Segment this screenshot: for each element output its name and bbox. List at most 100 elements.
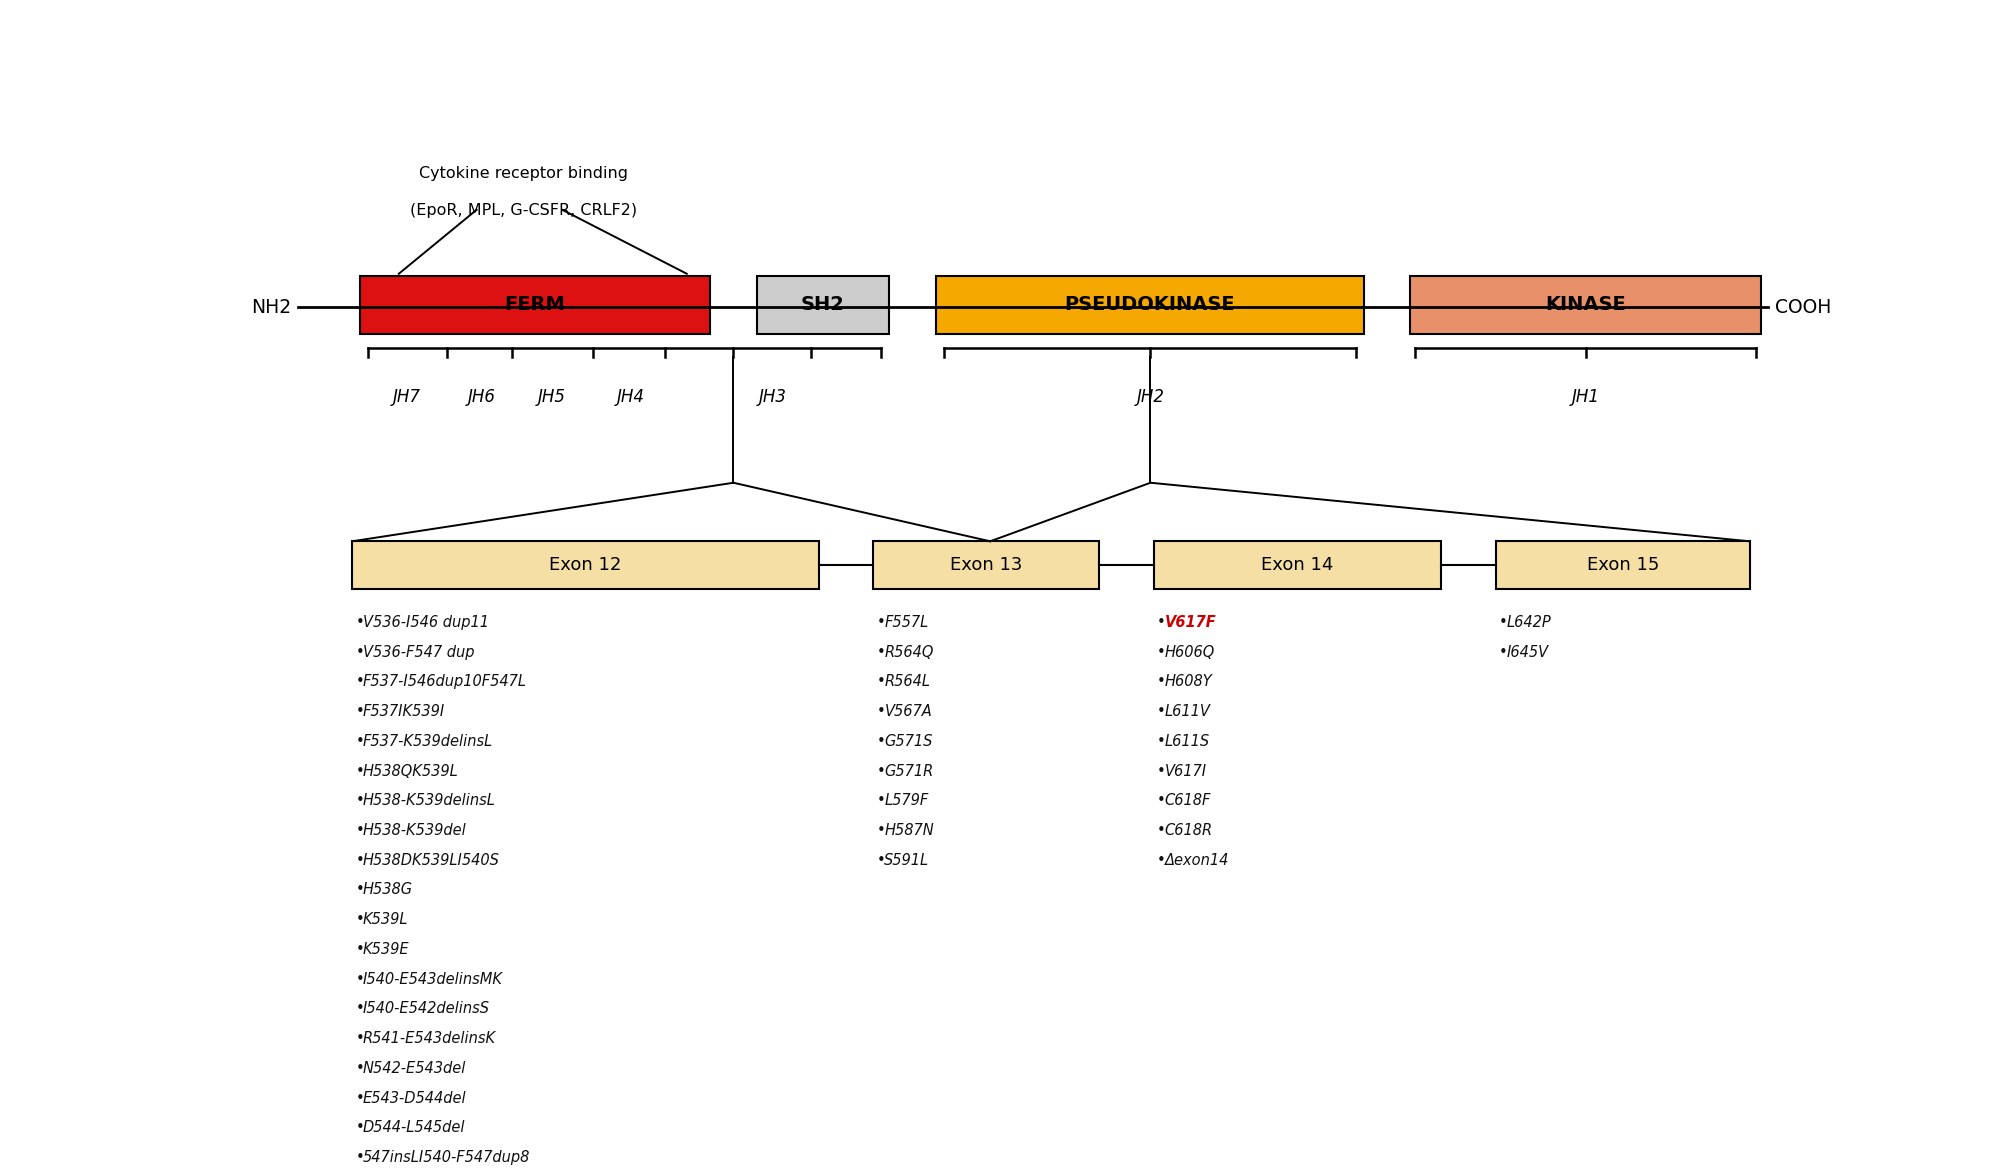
Text: NH2: NH2 [251,297,291,317]
Text: G571R: G571R [883,764,933,778]
Text: H538-K539del: H538-K539del [363,823,466,838]
Text: JH5: JH5 [538,388,566,406]
Text: •: • [877,853,885,868]
Text: E543-D544del: E543-D544del [363,1090,466,1106]
Text: F537-I546dup10F547L: F537-I546dup10F547L [363,674,526,689]
Text: •: • [355,764,363,778]
Text: •: • [1156,704,1164,720]
Text: JH4: JH4 [616,388,644,406]
Text: JH1: JH1 [1571,388,1600,406]
Text: L579F: L579F [883,793,927,808]
Text: H606Q: H606Q [1164,645,1214,660]
Text: V536-I546 dup11: V536-I546 dup11 [363,615,490,629]
Text: JH2: JH2 [1136,388,1164,406]
Text: •: • [355,1090,363,1106]
Bar [935,276,1363,335]
Text: •: • [1156,764,1164,778]
Text: Exon 14: Exon 14 [1260,556,1333,574]
Bar [1409,276,1760,335]
Text: •: • [877,793,885,808]
Text: F537IK539I: F537IK539I [363,704,446,720]
Text: H538-K539delinsL: H538-K539delinsL [363,793,496,808]
Text: V617I: V617I [1164,764,1206,778]
Text: •: • [355,1061,363,1076]
Text: •: • [1156,793,1164,808]
Text: •: • [877,764,885,778]
Text: G571S: G571S [883,734,933,749]
Text: H587N: H587N [883,823,933,838]
Text: •: • [355,913,363,927]
Text: •: • [877,674,885,689]
Text: L611S: L611S [1164,734,1208,749]
Text: JH6: JH6 [468,388,496,406]
Text: •: • [1156,853,1164,868]
Text: JH7: JH7 [393,388,419,406]
Text: •: • [1156,734,1164,749]
Text: •: • [355,704,363,720]
Text: F537-K539delinsL: F537-K539delinsL [363,734,494,749]
Text: L642P: L642P [1505,615,1551,629]
Text: 547insLI540-F547dup8: 547insLI540-F547dup8 [363,1150,530,1165]
Text: •: • [877,615,885,629]
Text: V617F: V617F [1164,615,1216,629]
Text: PSEUDOKINASE: PSEUDOKINASE [1064,295,1234,315]
Text: I540-E542delinsS: I540-E542delinsS [363,1002,490,1017]
Text: •: • [1499,645,1507,660]
Text: •: • [355,971,363,986]
Text: Exon 12: Exon 12 [550,556,622,574]
Text: •: • [355,734,363,749]
Text: F557L: F557L [883,615,927,629]
Text: •: • [355,1150,363,1165]
Text: H538DK539LI540S: H538DK539LI540S [363,853,500,868]
Text: R541-E543delinsK: R541-E543delinsK [363,1031,496,1046]
Text: •: • [355,645,363,660]
Text: COOH: COOH [1774,297,1830,317]
Text: •: • [355,942,363,957]
Text: •: • [355,1031,363,1046]
Text: KINASE: KINASE [1543,295,1626,315]
Text: R564L: R564L [883,674,929,689]
Text: K539E: K539E [363,942,409,957]
Text: •: • [1156,645,1164,660]
Text: Δexon14: Δexon14 [1164,853,1228,868]
Text: S591L: S591L [883,853,929,868]
Text: •: • [355,882,363,897]
Text: •: • [355,823,363,838]
Text: H538QK539L: H538QK539L [363,764,458,778]
Text: •: • [355,615,363,629]
Bar [1152,542,1441,589]
Bar [351,542,819,589]
Text: I540-E543delinsMK: I540-E543delinsMK [363,971,504,986]
Bar [757,276,889,335]
Text: •: • [355,1002,363,1017]
Text: FERM: FERM [504,295,566,315]
Text: •: • [355,1121,363,1135]
Text: (EpoR, MPL, G-CSFR, CRLF2): (EpoR, MPL, G-CSFR, CRLF2) [409,204,636,219]
Text: •: • [877,645,885,660]
Text: •: • [877,823,885,838]
Text: •: • [355,853,363,868]
Text: •: • [355,674,363,689]
Text: H538G: H538G [363,882,413,897]
Text: Cytokine receptor binding: Cytokine receptor binding [419,166,628,181]
Text: Exon 13: Exon 13 [949,556,1022,574]
Text: V536-F547 dup: V536-F547 dup [363,645,474,660]
Text: •: • [877,704,885,720]
Text: JH3: JH3 [759,388,787,406]
Text: SH2: SH2 [801,295,845,315]
Text: •: • [1499,615,1507,629]
Text: •: • [1156,823,1164,838]
Text: R564Q: R564Q [883,645,933,660]
Text: •: • [1156,615,1164,629]
Text: I645V: I645V [1505,645,1547,660]
Bar [873,542,1098,589]
Text: •: • [1156,674,1164,689]
Text: Exon 15: Exon 15 [1586,556,1658,574]
Text: •: • [355,793,363,808]
Text: L611V: L611V [1164,704,1210,720]
Text: •: • [877,734,885,749]
Bar [359,276,710,335]
Text: H608Y: H608Y [1164,674,1212,689]
Bar [1495,542,1748,589]
Text: K539L: K539L [363,913,407,927]
